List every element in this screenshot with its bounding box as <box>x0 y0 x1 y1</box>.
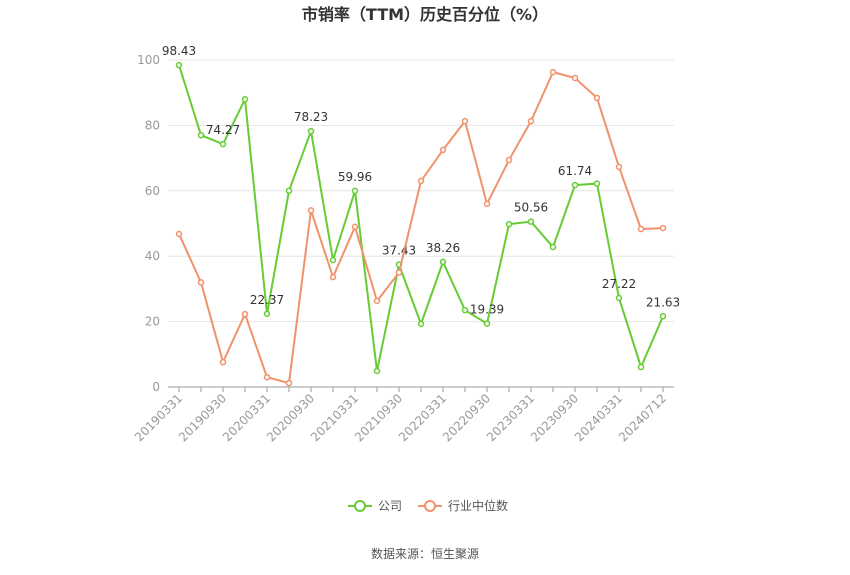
point <box>483 200 491 208</box>
y-tick-label: 20 <box>145 315 160 329</box>
data-label: 37.43 <box>382 244 416 258</box>
point <box>307 127 315 135</box>
point <box>219 140 227 148</box>
series-line <box>178 70 664 385</box>
point <box>549 243 557 251</box>
point <box>241 310 249 318</box>
point <box>219 358 227 366</box>
point <box>417 320 425 328</box>
y-tick-label: 80 <box>145 118 160 132</box>
legend-marker <box>424 500 436 512</box>
point <box>417 177 425 185</box>
data-label: 98.43 <box>162 44 196 58</box>
point <box>659 313 667 320</box>
point <box>571 74 579 82</box>
point <box>505 220 513 228</box>
point <box>549 68 557 76</box>
point <box>373 367 381 375</box>
point <box>461 117 469 125</box>
point <box>395 269 403 276</box>
point <box>483 320 491 327</box>
point <box>615 163 623 171</box>
point <box>659 224 667 232</box>
x-tick-label: 20240712 <box>616 391 669 444</box>
point <box>373 297 381 305</box>
data-label: 38.26 <box>426 241 460 255</box>
point <box>329 273 337 281</box>
point <box>527 218 535 225</box>
point <box>307 207 315 214</box>
point <box>527 117 535 125</box>
point <box>615 294 623 302</box>
point <box>285 187 293 195</box>
point <box>351 223 359 231</box>
point <box>571 181 579 189</box>
point <box>439 258 447 266</box>
point <box>241 95 249 103</box>
y-tick-label: 100 <box>137 53 160 67</box>
data-label: 59.96 <box>338 170 372 184</box>
y-tick-label: 0 <box>152 380 160 394</box>
point <box>263 310 271 318</box>
legend-label: 行业中位数 <box>448 498 508 513</box>
data-label: 78.23 <box>294 110 328 124</box>
point <box>197 279 205 286</box>
point <box>175 230 183 238</box>
data-label: 22.37 <box>250 293 284 307</box>
point <box>637 363 645 371</box>
data-label: 19.39 <box>470 303 504 317</box>
chart-title: 市销率（TTM）历史百分位（%） <box>302 5 548 24</box>
source: 数据来源：恒生聚源 <box>371 546 479 561</box>
data-label: 74.27 <box>206 123 240 137</box>
point <box>263 373 271 381</box>
legend-label: 公司 <box>378 499 402 513</box>
data-label: 27.22 <box>602 277 636 291</box>
y-tick-label: 60 <box>145 184 160 198</box>
point <box>637 225 645 233</box>
point <box>593 180 601 187</box>
point <box>351 187 359 195</box>
point <box>197 131 205 139</box>
legend-marker <box>354 500 366 512</box>
y-tick-label: 40 <box>145 249 160 263</box>
point <box>505 156 513 164</box>
point <box>439 146 447 154</box>
point <box>593 94 601 102</box>
point <box>175 61 183 69</box>
point <box>461 306 469 314</box>
data-label: 50.56 <box>514 201 548 215</box>
point <box>285 379 293 387</box>
point <box>329 256 337 264</box>
data-label: 21.63 <box>646 295 680 309</box>
data-label: 61.74 <box>558 164 592 178</box>
